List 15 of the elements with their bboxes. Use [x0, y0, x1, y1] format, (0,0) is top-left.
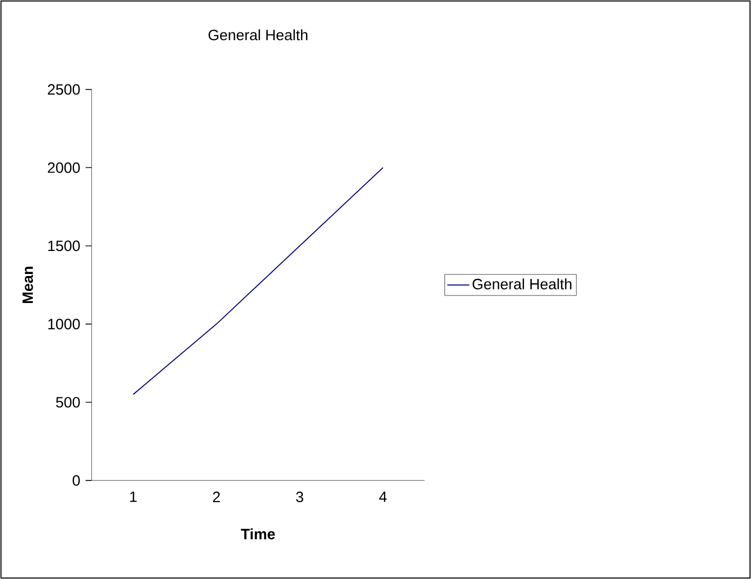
- y-tick-label: 1000: [48, 318, 80, 330]
- y-tick-label: 500: [56, 396, 80, 408]
- x-axis-title: Time: [240, 528, 275, 540]
- x-tick-label: 1: [130, 492, 137, 502]
- y-tick-label: 2000: [48, 162, 80, 173]
- chart-title: General Health: [208, 29, 308, 40]
- x-tick-label: 3: [296, 492, 304, 502]
- line-series: [132, 167, 384, 395]
- y-tick-label: 1500: [48, 240, 80, 252]
- y-tick-label: 2500: [48, 84, 80, 95]
- y-axis-title: Mean: [22, 266, 33, 304]
- legend-label: General Health: [472, 278, 572, 290]
- y-tick-label: 0: [72, 475, 80, 486]
- x-tick-label: 4: [379, 492, 387, 502]
- x-tick-label: 2: [213, 492, 220, 502]
